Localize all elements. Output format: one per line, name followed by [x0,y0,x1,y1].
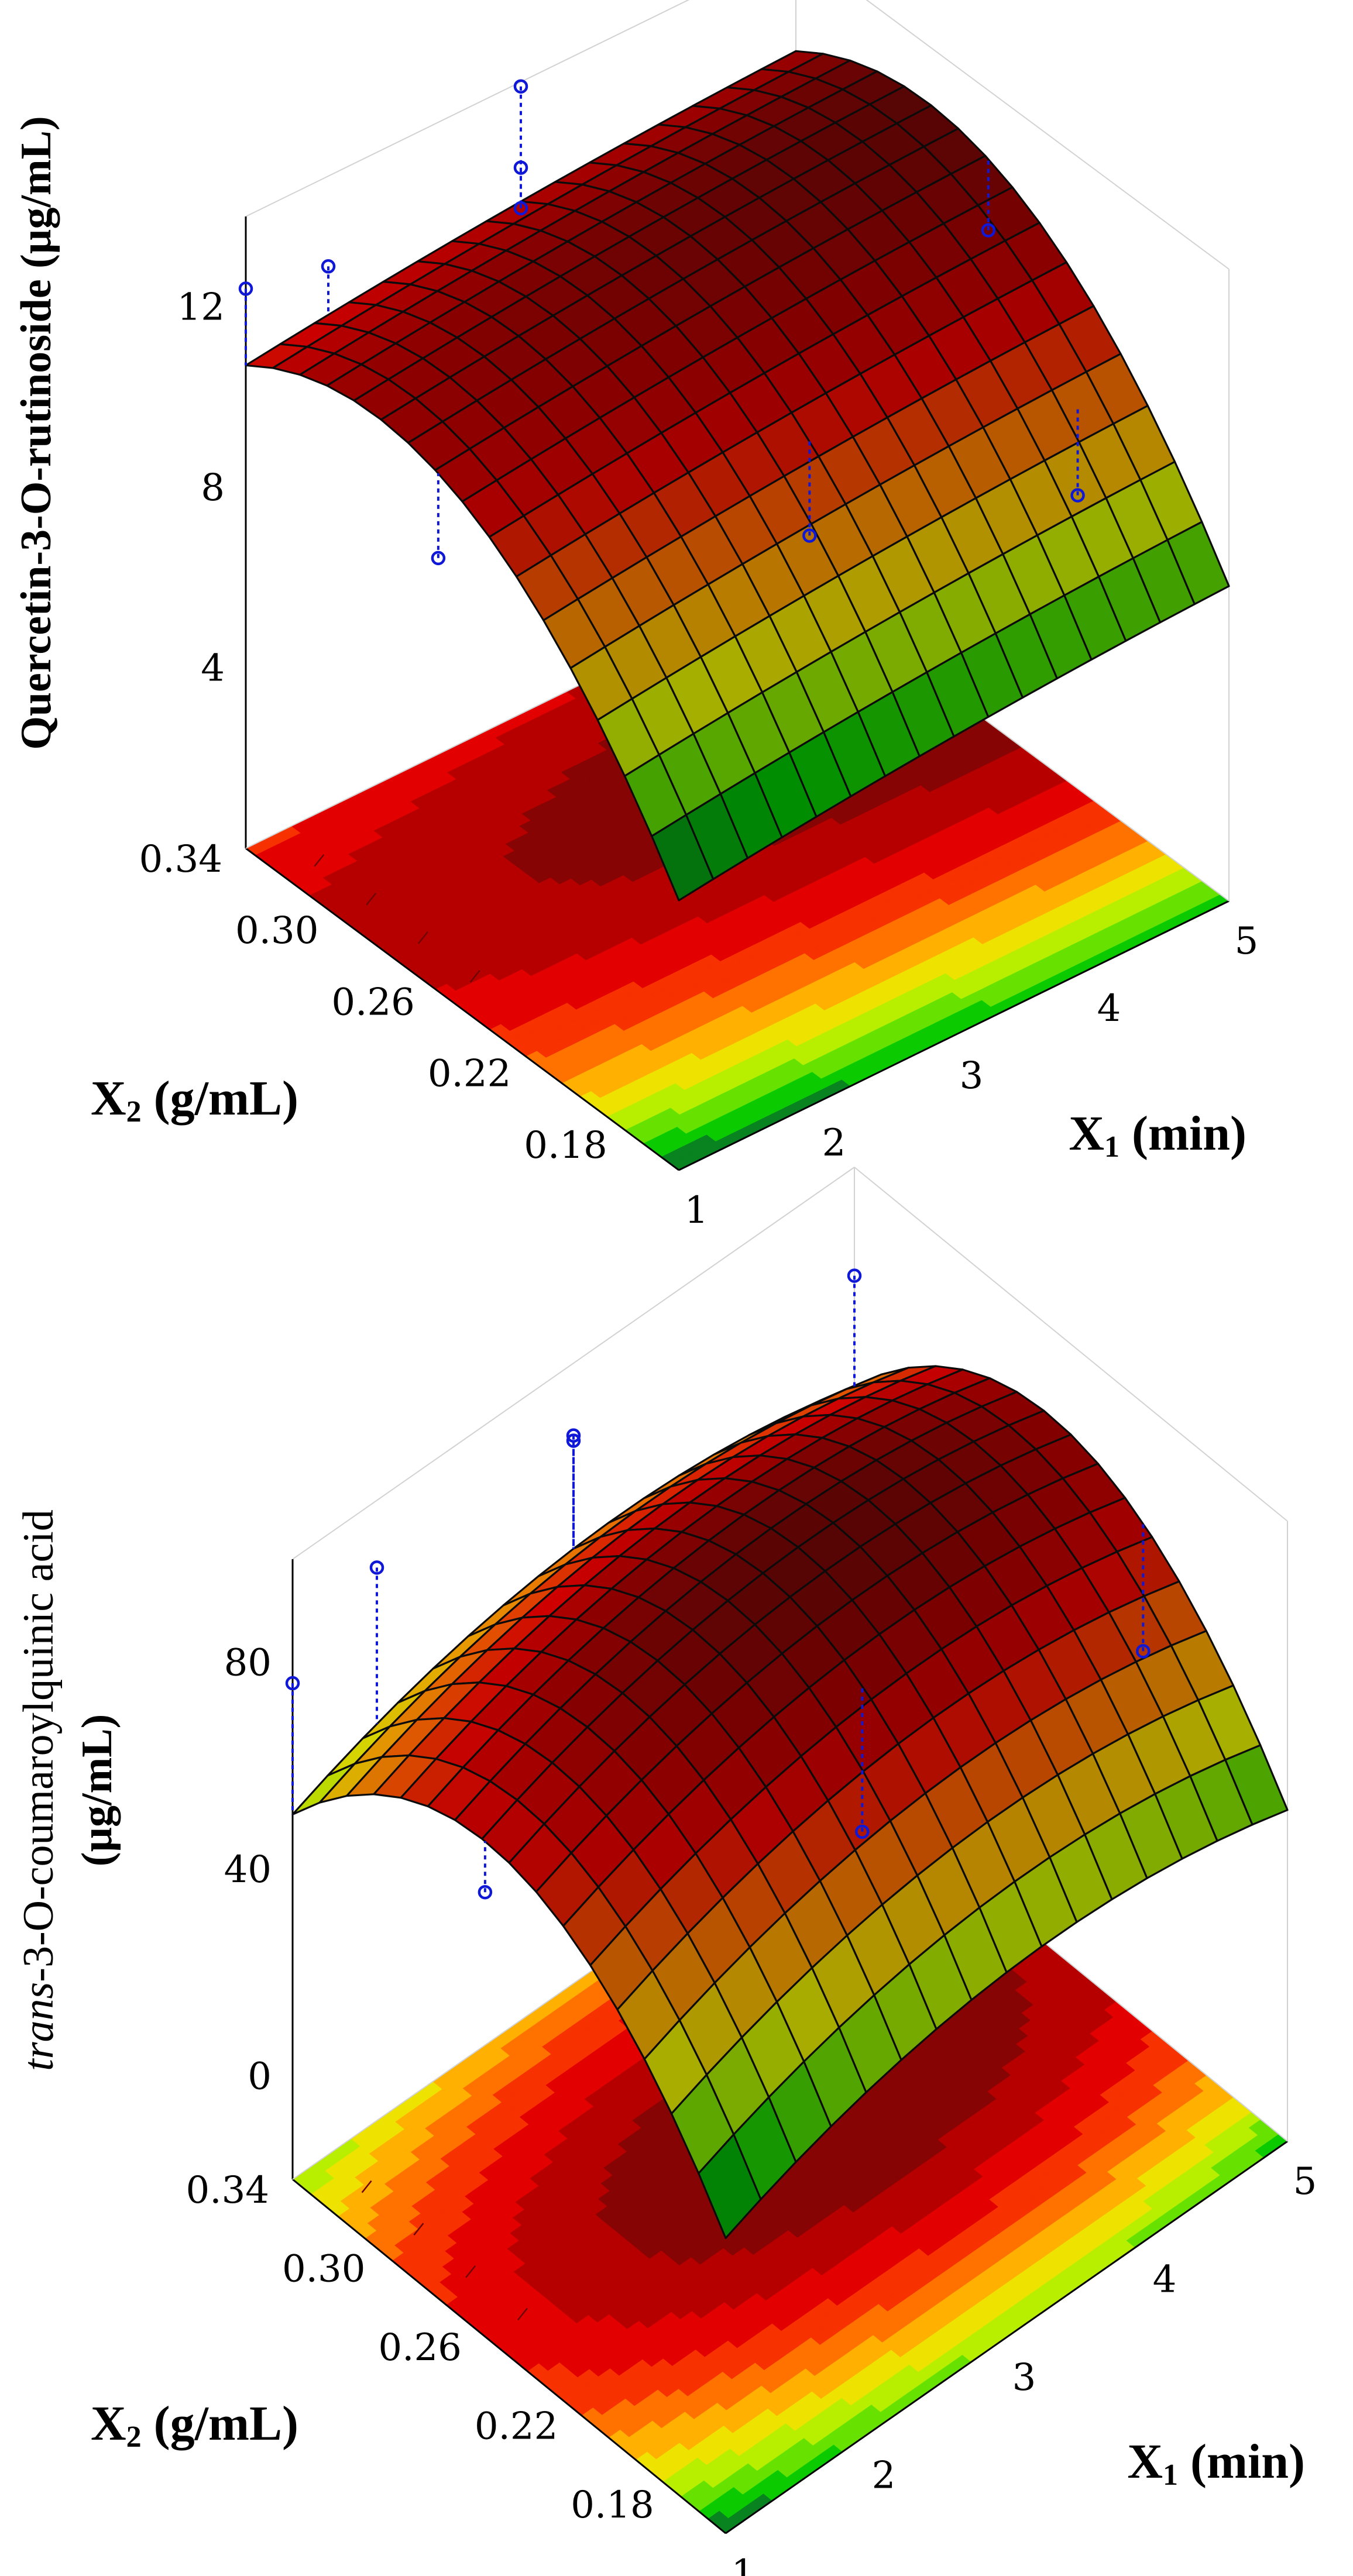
z-tick-label: 4 [201,646,225,690]
y-tick-label: 0.22 [428,1053,511,1096]
x-axis-label: X1 (min) [1069,1106,1246,1164]
x-tick-label: 5 [1235,920,1259,963]
x-tick-label: 2 [822,1122,846,1165]
y-tick-label: 0.26 [331,981,415,1024]
z-axis-label: Quercetin-3-O-rutinoside (µg/mL) [12,116,60,749]
y-axis-label: X2 (g/mL) [91,1071,298,1129]
z-tick-label: 8 [201,466,225,510]
y-axis-unit: (g/mL) [142,1071,298,1126]
y-axis-sub: 2 [126,1095,142,1129]
x-tick-label: 1 [685,1189,709,1232]
box-edge [245,0,690,217]
x-axis-unit: (min) [1120,1106,1246,1161]
y-tick-label: 0.18 [524,1124,607,1167]
y-tick-label: 0.34 [139,838,223,881]
response-surface [245,50,1230,902]
y-tick-label: 0.30 [235,909,319,952]
z-axis-label-line1: Quercetin-3-O-rutinoside (µg/mL) [12,116,60,749]
x-axis-var: X [1069,1106,1104,1161]
box-edge [866,0,1230,270]
y-axis-var: X [91,1071,126,1126]
x-tick-label: 3 [960,1054,984,1098]
x-tick-label: 4 [1097,987,1121,1030]
x-axis-sub: 1 [1104,1130,1120,1164]
z-tick-label: 12 [177,286,225,329]
